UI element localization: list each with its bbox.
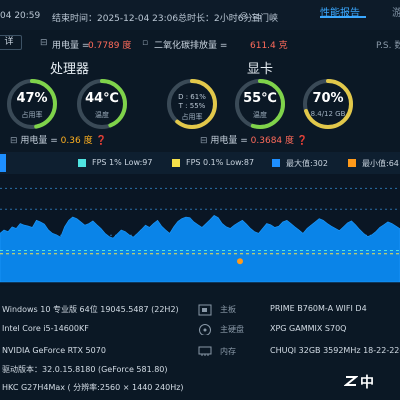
end-time: 结束时间：2025-12-04 23:06 [52, 14, 179, 24]
cpu-usage-label: 占用率 [21, 111, 43, 119]
tab-game[interactable]: 游 [392, 8, 400, 19]
gpu-usage-d: D : 61% [178, 93, 206, 101]
gpu-temp-label: 温度 [253, 111, 267, 119]
cpu-power: ⊟ 用电量 = 0.36 度 ❓ [10, 133, 107, 146]
gpu-power-label: 用电量 = [210, 136, 251, 146]
memory-key: 内存 [220, 347, 236, 356]
gpu-temp-ring [235, 79, 285, 129]
help-icon[interactable]: ❓ [296, 136, 309, 146]
co2-value: 611.4 克 [250, 41, 288, 51]
duration: 总时长：2小时6分钟 [178, 14, 262, 24]
cpu-temp-value: 44℃ [85, 91, 119, 106]
cpu-temp-ring [77, 79, 127, 129]
gpu-usage-gauge: D : 61% T : 55% 占用率 [166, 78, 218, 130]
tab-active-indicator [320, 16, 366, 18]
top-bar: 04 20:59 结束时间：2025-12-04 23:06 总时长：2小时6分… [0, 0, 400, 30]
cpu-usage-ring [7, 79, 57, 129]
cpu-title: 处理器 [50, 62, 90, 77]
gpu-info: NVIDIA GeForce RTX 5070 [2, 346, 106, 355]
brand-text: 中 [360, 375, 374, 391]
co2-label: 二氧化碳排放量 = [154, 41, 228, 51]
disk-icon [199, 324, 211, 335]
fps-chart [0, 174, 400, 286]
co2-icon: ▫ [142, 38, 149, 48]
legend-01pct-low: FPS 0.1% Low:87 [186, 158, 255, 167]
cpu-power-value: 0.36 度 [60, 136, 93, 146]
brand-logo-icon [344, 376, 358, 386]
cpu-usage-gauge: 47% 占用率 [6, 78, 58, 130]
gpu-power-value: 0.3684 度 [250, 136, 295, 146]
cpu-temp-gauge: 44℃ 温度 [76, 78, 128, 130]
cpu-temp-label: 温度 [95, 111, 109, 119]
gpu-memory-gauge: 70% 8.4/12 GB [302, 78, 354, 130]
location: 三门峡 [251, 14, 279, 24]
system-info: Windows 10 专业版 64位 19045.5487 (22H2) Int… [0, 292, 400, 400]
driver-info: 驱动版本：32.0.15.8180 (GeForce 581.80) [2, 365, 168, 374]
gpu-memory-sub: 8.4/12 GB [310, 110, 346, 118]
location-icon: ◎ [240, 11, 248, 21]
legend-swatch-min [348, 159, 356, 167]
legend-1pct-low: FPS 1% Low:97 [92, 158, 153, 167]
memory-value: CHUQI 32GB 3592MHz 18-22-22- [270, 346, 400, 355]
disk-key: 主硬盘 [220, 325, 244, 334]
tab-performance-report[interactable]: 性能报告 [320, 8, 360, 19]
monitor-info: HKC G27H4Max ( 分辨率:2560 × 1440 240Hz) [2, 383, 184, 392]
motherboard-icon [198, 304, 212, 316]
help-icon[interactable]: ❓ [95, 136, 107, 146]
fps-chart-svg [0, 187, 400, 283]
gpu-usage-ring [167, 79, 217, 129]
gpu-usage-label: 占用率 [181, 113, 203, 121]
gpu-power-icon: ⊟ [200, 136, 211, 146]
legend-swatch-1pct [78, 159, 86, 167]
gpu-title: 显卡 [247, 62, 274, 77]
summary-row: 详 ⊟ 用电量 = 0.7789 度 ▫ 二氧化碳排放量 = 611.4 克 P… [0, 30, 400, 56]
memory-icon [198, 346, 212, 356]
legend-scroll-marker [0, 154, 6, 172]
gpu-memory-ring [303, 79, 353, 129]
legend-swatch-01pct [172, 159, 180, 167]
total-power-value: 0.7789 度 [88, 41, 132, 51]
cpu-info: Intel Core i5-14600KF [2, 324, 89, 333]
legend-max: 最大值:302 [286, 159, 328, 168]
motherboard-value: PRIME B760M-A WIFI D4 [270, 304, 367, 313]
ps-note: P.S. 数 [376, 41, 400, 51]
fps-series-area [0, 215, 400, 283]
power-icon: ⊟ [40, 38, 48, 48]
cpu-usage-value: 47% [16, 91, 48, 106]
disk-value: XPG GAMMIX S70Q [270, 324, 347, 333]
legend-swatch-max [272, 159, 280, 167]
os-info: Windows 10 专业版 64位 19045.5487 (22H2) [2, 305, 179, 314]
total-power-label: 用电量 = [52, 41, 90, 51]
chart-legend: FPS 1% Low:97 FPS 0.1% Low:87 最大值:302 最小… [0, 152, 400, 174]
details-button[interactable]: 详 [0, 35, 22, 50]
gpu-temp-value: 55℃ [243, 91, 277, 106]
cpu-power-icon: ⊟ [10, 136, 21, 146]
cpu-power-label: 用电量 = [20, 136, 61, 146]
gpu-memory-value: 70% [312, 91, 344, 106]
gpu-temp-gauge: 55℃ 温度 [234, 78, 286, 130]
start-time: 04 20:59 [0, 11, 41, 21]
fps-min-point [237, 258, 243, 265]
motherboard-key: 主板 [220, 305, 236, 314]
gpu-usage-t: T : 55% [178, 102, 206, 110]
legend-min: 最小值:64 [362, 159, 399, 168]
gpu-power: ⊟ 用电量 = 0.3684 度 ❓ [200, 133, 308, 146]
